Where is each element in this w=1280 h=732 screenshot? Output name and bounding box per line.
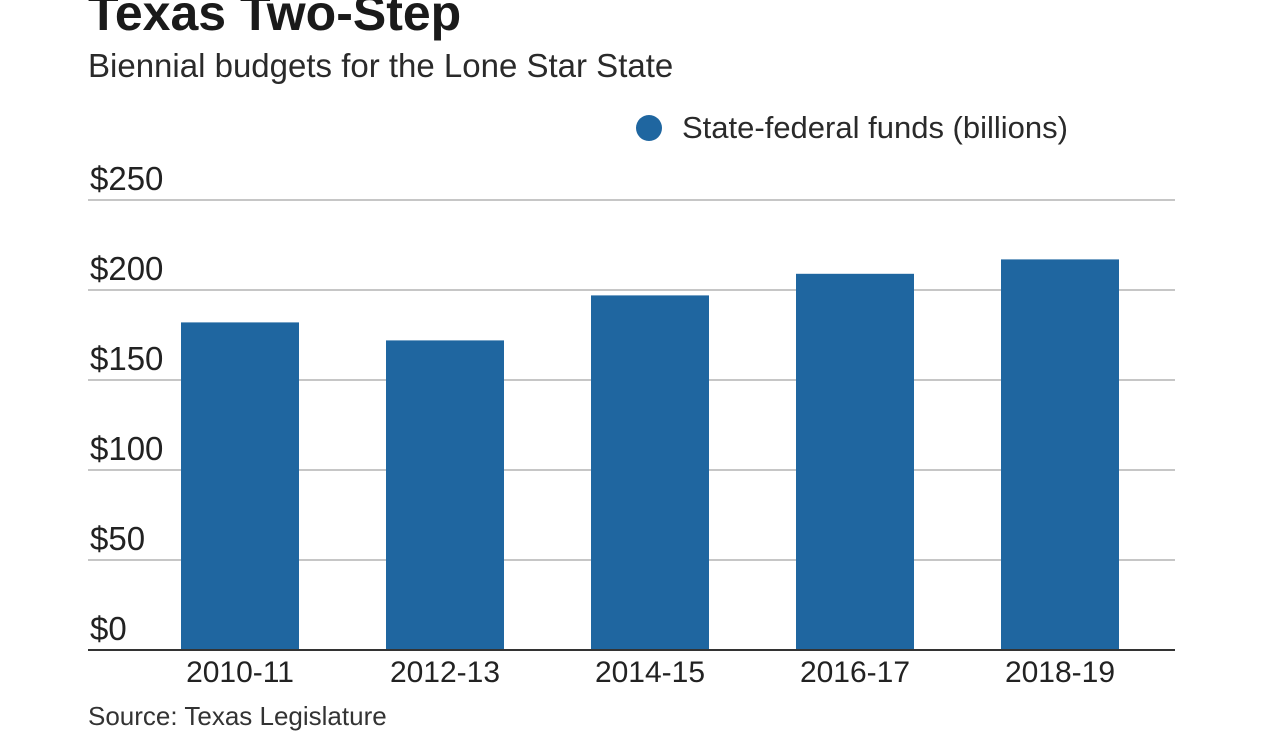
chart-title: Texas Two-Step: [88, 0, 462, 41]
legend-label: State-federal funds (billions): [682, 110, 1068, 145]
bar: [1001, 259, 1119, 650]
chart-subtitle: Biennial budgets for the Lone Star State: [88, 47, 674, 84]
y-tick-label: $50: [90, 520, 145, 557]
legend-swatch: [636, 115, 662, 141]
bar: [796, 273, 914, 650]
x-tick-label: 2016-17: [800, 656, 910, 689]
bar: [591, 295, 709, 650]
source-note: Source: Texas Legislature: [88, 701, 387, 731]
bar: [386, 340, 504, 650]
x-tick-label: 2018-19: [1005, 656, 1115, 689]
legend: State-federal funds (billions): [636, 106, 1068, 150]
x-tick-label: 2010-11: [186, 656, 294, 689]
y-tick-label: $150: [90, 340, 163, 377]
bar: [181, 322, 299, 650]
x-tick-label: 2014-15: [595, 656, 705, 689]
y-tick-label: $200: [90, 250, 163, 287]
y-tick-label: $250: [90, 160, 163, 197]
y-tick-label: $0: [90, 610, 127, 647]
x-tick-label: 2012-13: [390, 656, 500, 689]
y-tick-label: $100: [90, 430, 163, 467]
